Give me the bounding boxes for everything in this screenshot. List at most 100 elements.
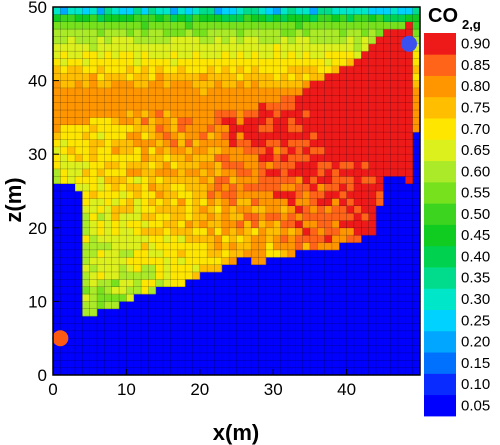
heatmap-cell <box>177 36 186 45</box>
heatmap-cell <box>177 213 186 221</box>
heatmap-cell <box>185 14 193 23</box>
heatmap-cell <box>111 257 120 265</box>
colorbar-swatch <box>424 203 456 225</box>
heatmap-cell <box>280 227 289 236</box>
heatmap-cell <box>236 220 245 229</box>
heatmap-cell <box>353 51 362 59</box>
heatmap-cell <box>82 286 90 295</box>
heatmap-cell <box>265 139 274 148</box>
heatmap-cell <box>67 36 76 45</box>
heatmap-cell <box>155 29 164 37</box>
heatmap-cell <box>302 132 311 140</box>
heatmap-cell <box>412 7 420 15</box>
heatmap-cell <box>53 80 61 89</box>
heatmap-cell <box>221 227 230 236</box>
heatmap-cell <box>251 87 259 96</box>
heatmap-cell <box>155 176 164 184</box>
heatmap-cell <box>126 87 135 96</box>
heatmap-cell <box>89 257 98 265</box>
heatmap-cell <box>126 95 135 103</box>
heatmap-cell <box>75 51 83 59</box>
heatmap-cell <box>236 198 245 207</box>
heatmap-cell <box>236 51 245 59</box>
heatmap-cell <box>251 139 259 148</box>
heatmap-cell <box>163 264 171 273</box>
heatmap-cell <box>214 168 223 177</box>
heatmap-cell <box>82 242 90 251</box>
heatmap-cell <box>104 161 113 170</box>
heatmap-cell <box>405 110 413 118</box>
heatmap-cell <box>317 227 325 236</box>
heatmap-cell <box>295 213 303 221</box>
heatmap-cell <box>53 65 61 74</box>
heatmap-cell <box>163 95 171 103</box>
heatmap-cell <box>60 7 68 15</box>
heatmap-cell <box>97 117 105 126</box>
heatmap-cell <box>82 220 90 229</box>
heatmap-cell <box>170 176 179 184</box>
heatmap-cell <box>170 183 179 192</box>
heatmap-cell <box>97 257 105 265</box>
heatmap-cell <box>331 95 340 103</box>
heatmap-cell <box>287 183 296 192</box>
heatmap-cell <box>163 205 171 214</box>
heatmap-cell <box>177 124 186 133</box>
heatmap-cell <box>163 198 171 207</box>
heatmap-cell <box>243 205 252 214</box>
heatmap-cell <box>243 124 252 133</box>
heatmap-cell <box>141 154 149 162</box>
heatmap-cell <box>229 36 237 45</box>
heatmap-cell <box>199 249 208 258</box>
heatmap-cell <box>280 7 289 15</box>
heatmap-cell <box>383 7 391 15</box>
heatmap-cell <box>339 80 347 89</box>
heatmap-cell <box>302 154 311 162</box>
heatmap-cell <box>111 191 120 199</box>
heatmap-cell <box>229 124 237 133</box>
heatmap-cell <box>295 220 303 229</box>
heatmap-cell <box>104 7 113 15</box>
heatmap-cell <box>97 132 105 140</box>
heatmap-cell <box>89 191 98 199</box>
heatmap-cell <box>126 191 135 199</box>
heatmap-cell <box>368 161 377 170</box>
heatmap-cell <box>243 176 252 184</box>
heatmap-cell <box>273 146 281 155</box>
heatmap-cell <box>309 191 318 199</box>
heatmap-cell <box>133 191 142 199</box>
heatmap-cell <box>97 7 105 15</box>
heatmap-cell <box>265 235 274 243</box>
heatmap-cell <box>287 242 296 251</box>
heatmap-cell <box>177 73 186 81</box>
heatmap-cell <box>185 43 193 52</box>
heatmap-cell <box>287 249 296 258</box>
heatmap-cell <box>89 51 98 59</box>
heatmap-cell <box>317 14 325 23</box>
heatmap-cell <box>207 124 215 133</box>
heatmap-cell <box>141 198 149 207</box>
heatmap-cell <box>53 132 61 140</box>
x-axis-label: x(m) <box>213 420 259 445</box>
heatmap-cell <box>221 176 230 184</box>
heatmap-cell <box>104 191 113 199</box>
heatmap-cell <box>295 146 303 155</box>
heatmap-cell <box>375 146 384 155</box>
heatmap-cell <box>97 65 105 74</box>
heatmap-cell <box>119 29 127 37</box>
heatmap-cell <box>309 154 318 162</box>
heatmap-cell <box>67 7 76 15</box>
heatmap-cell <box>170 205 179 214</box>
heatmap-cell <box>353 146 362 155</box>
heatmap-cell <box>60 110 68 118</box>
heatmap-cell <box>280 87 289 96</box>
heatmap-cell <box>207 7 215 15</box>
heatmap-cell <box>265 110 274 118</box>
heatmap-cell <box>287 220 296 229</box>
heatmap-cell <box>243 51 252 59</box>
heatmap-cell <box>390 168 399 177</box>
heatmap-cell <box>148 183 157 192</box>
heatmap-cell <box>339 124 347 133</box>
heatmap-cell <box>148 87 157 96</box>
heatmap-cell <box>163 249 171 258</box>
heatmap-cell <box>383 110 391 118</box>
